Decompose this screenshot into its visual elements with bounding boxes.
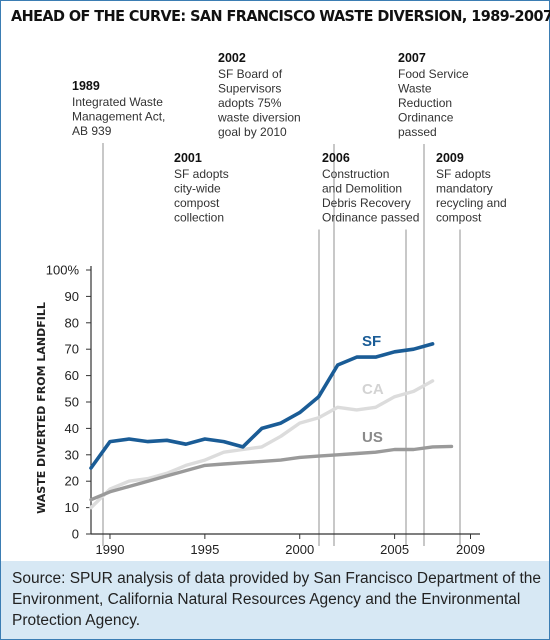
annotation-year-2002: 2002 xyxy=(218,51,246,65)
y-tick-label: 20 xyxy=(65,474,79,489)
annotation-text-2007: passed xyxy=(398,125,437,139)
series-label-us: US xyxy=(362,429,383,446)
x-tick-label: 1995 xyxy=(190,542,219,557)
annotation-year-1989: 1989 xyxy=(72,79,100,93)
annotation-text-1989: AB 939 xyxy=(72,124,112,138)
title-bar: AHEAD OF THE CURVE: SAN FRANCISCO WASTE … xyxy=(1,1,550,33)
annotation-text-2009: SF adopts xyxy=(436,167,491,181)
annotation-text-2007: Reduction xyxy=(398,96,452,110)
annotation-text-2009: recycling and xyxy=(436,196,507,210)
y-tick-label: 0 xyxy=(72,527,79,542)
annotation-text-2002: adopts 75% xyxy=(218,96,282,110)
annotation-text-2009: mandatory xyxy=(436,182,493,196)
series-line-sf xyxy=(89,342,435,470)
y-tick-label: 90 xyxy=(65,289,79,304)
y-tick-label: 100% xyxy=(46,263,80,278)
annotation-text-2007: Ordinance xyxy=(398,111,454,125)
y-tick-label: 50 xyxy=(65,395,79,410)
annotation-text-2009: compost xyxy=(436,211,482,225)
annotation-text-2002: SF Board of xyxy=(218,67,283,81)
annotation-text-2001: collection xyxy=(174,211,224,225)
annotation-text-2006: Debris Recovery xyxy=(322,196,411,210)
series-line-ca xyxy=(89,379,435,510)
series-label-sf: SF xyxy=(362,333,381,350)
annotation-year-2001: 2001 xyxy=(174,151,202,165)
y-tick-label: 80 xyxy=(65,315,79,330)
annotation-text-2006: Ordinance passed xyxy=(322,211,419,225)
y-tick-label: 30 xyxy=(65,447,79,462)
annotation-text-2006: Construction xyxy=(322,167,389,181)
y-tick-label: 70 xyxy=(65,342,79,357)
series-line-us xyxy=(89,444,454,502)
annotation-text-2001: city-wide xyxy=(174,182,221,196)
annotation-text-2002: Supervisors xyxy=(218,82,281,96)
source-note: Source: SPUR analysis of data provided b… xyxy=(12,570,541,629)
y-tick-label: 10 xyxy=(65,500,79,515)
x-tick-label: 2005 xyxy=(380,542,409,557)
plot-panel xyxy=(1,33,549,561)
x-tick-label: 1990 xyxy=(96,542,125,557)
annotation-year-2007: 2007 xyxy=(398,51,426,65)
y-tick-label: 40 xyxy=(65,421,79,436)
y-axis-title: WASTE DIVERTED FROM LANDFILL xyxy=(35,302,48,514)
annotation-text-2002: goal by 2010 xyxy=(218,125,287,139)
annotation-text-2006: and Demolition xyxy=(322,182,402,196)
x-tick-label: 2000 xyxy=(285,542,314,557)
annotation-year-2009: 2009 xyxy=(436,151,464,165)
annotation-text-1989: Integrated Waste xyxy=(72,95,163,109)
x-tick-label: 2009 xyxy=(456,542,485,557)
annotation-text-2002: waste diversion xyxy=(217,111,301,125)
annotation-text-2001: compost xyxy=(174,196,220,210)
chart-title: AHEAD OF THE CURVE: SAN FRANCISCO WASTE … xyxy=(11,7,550,25)
annotation-text-2007: Food Service xyxy=(398,67,469,81)
annotation-text-2001: SF adopts xyxy=(174,167,229,181)
y-tick-label: 60 xyxy=(65,368,79,383)
annotation-text-2007: Waste xyxy=(398,82,432,96)
series-label-ca: CA xyxy=(362,381,384,398)
annotation-year-2006: 2006 xyxy=(322,151,350,165)
annotation-text-1989: Management Act, xyxy=(72,110,165,124)
